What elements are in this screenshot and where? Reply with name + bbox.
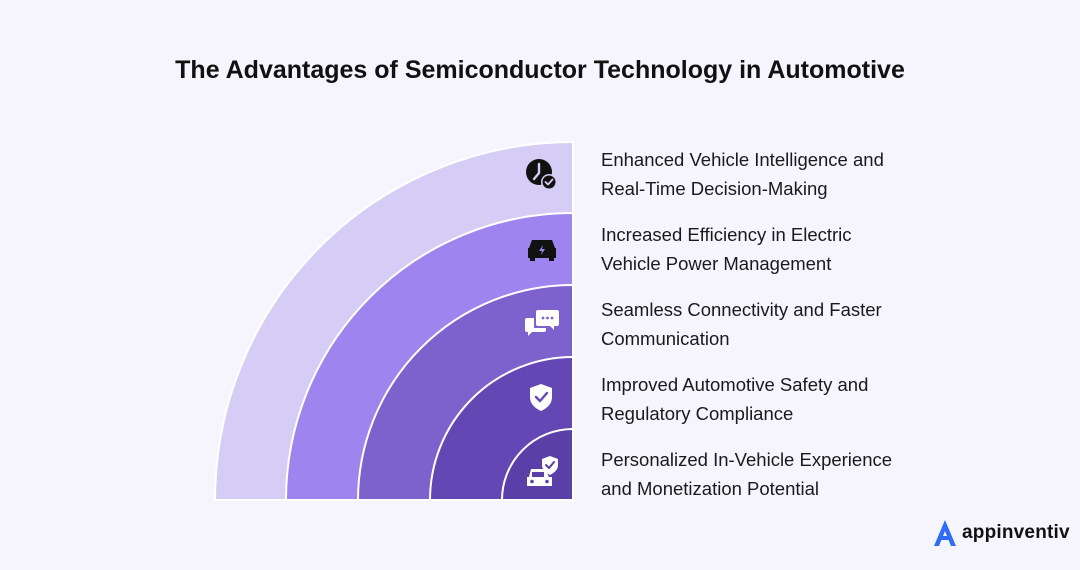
advantage-5-line-1: Personalized In-Vehicle Experience <box>601 449 893 470</box>
advantage-2-line-1: Increased Efficiency in Electric <box>601 224 852 245</box>
advantage-4-line-2: Regulatory Compliance <box>601 403 794 424</box>
advantage-1-line-1: Enhanced Vehicle Intelligence and <box>601 149 884 170</box>
advantages-list: Enhanced Vehicle Intelligence and Real-T… <box>601 145 961 520</box>
advantage-item-3: Seamless Connectivity and Faster Communi… <box>601 295 961 370</box>
advantage-4-line-1: Improved Automotive Safety and <box>601 374 869 395</box>
advantage-5-line-2: and Monetization Potential <box>601 478 820 499</box>
advantage-item-5: Personalized In-Vehicle Experience and M… <box>601 445 961 520</box>
page-title: The Advantages of Semiconductor Technolo… <box>175 56 905 84</box>
arc-band-5 <box>500 427 574 501</box>
electric-car-icon <box>528 240 556 261</box>
clock-check-icon <box>526 159 557 190</box>
advantage-item-1: Enhanced Vehicle Intelligence and Real-T… <box>601 145 961 220</box>
appinventiv-logo-icon <box>934 520 956 546</box>
advantage-1-line-2: Real-Time Decision-Making <box>601 178 828 199</box>
advantage-3-line-1: Seamless Connectivity and Faster <box>601 299 882 320</box>
advantage-3-line-2: Communication <box>601 328 730 349</box>
advantage-item-2: Increased Efficiency in Electric Vehicle… <box>601 220 961 295</box>
shield-check-icon <box>530 384 552 411</box>
brand-logo: appinventiv <box>932 517 1070 549</box>
brand-name: appinventiv <box>962 522 1070 543</box>
advantage-2-line-2: Vehicle Power Management <box>601 253 832 274</box>
advantage-item-4: Improved Automotive Safety and Regulator… <box>601 370 961 445</box>
car-shield-icon <box>527 456 558 486</box>
chat-bubbles-icon <box>525 310 559 336</box>
